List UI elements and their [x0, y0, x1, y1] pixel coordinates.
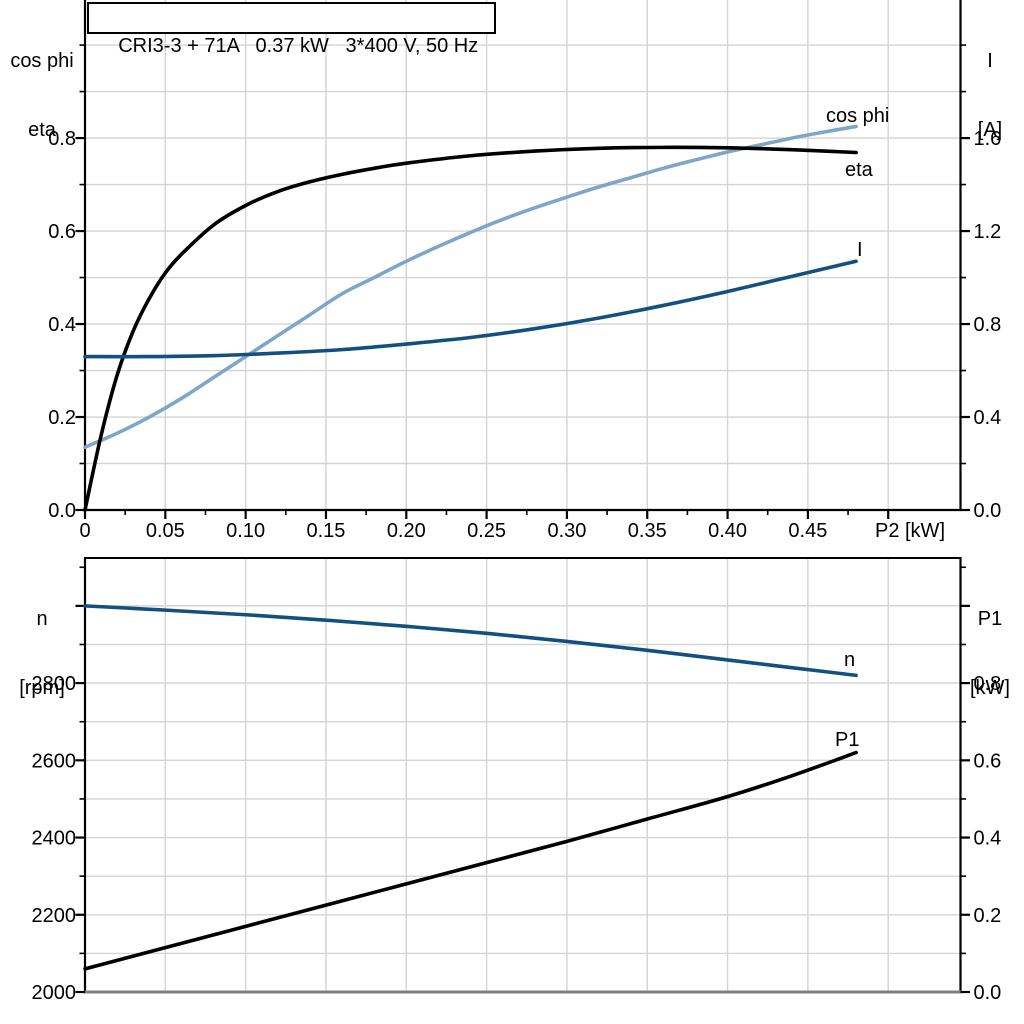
x-tick-label: 0.40 — [708, 520, 747, 542]
axis-label-current-unit: [A] — [977, 119, 1003, 141]
y-left-tick-label: 0.0 — [48, 500, 76, 522]
y-left-tick-label: 2400 — [32, 828, 77, 850]
curve-label-P1: P1 — [835, 729, 859, 751]
y-right-tick-label: 0.8 — [974, 673, 1002, 695]
y-right-tick-label: 0.4 — [974, 828, 1002, 850]
curve-P1 — [83, 750, 858, 971]
bottom-left-axis-header: n [rpm] — [2, 562, 82, 746]
bottom-right-axis-header: P1 [kW] — [958, 562, 1022, 746]
axis-label-eta: eta — [28, 119, 56, 141]
x-tick-label: 0.25 — [467, 520, 506, 542]
curve-n — [83, 604, 858, 678]
y-left-tick-label: 2800 — [32, 673, 77, 695]
curve-label-cos-phi: cos phi — [826, 105, 889, 127]
axis-label-current: I — [987, 50, 993, 72]
y-left-tick-label: 2200 — [32, 905, 77, 927]
y-left-tick-label: 0.2 — [48, 407, 76, 429]
curve-I — [83, 259, 858, 359]
x-tick-label: 0.35 — [628, 520, 667, 542]
top-right-axis-header: I [A] — [960, 4, 1020, 188]
y-right-tick-label: 1.2 — [974, 221, 1002, 243]
y-left-tick-label: 2000 — [32, 982, 77, 1004]
x-tick-label: 0.45 — [788, 520, 827, 542]
curve-label-eta: eta — [845, 159, 874, 181]
y-left-tick-label: 0.6 — [48, 221, 76, 243]
x-tick-label: 0.20 — [387, 520, 426, 542]
curve-label-n: n — [844, 649, 855, 671]
y-right-tick-label: 0.0 — [974, 982, 1002, 1004]
x-tick-label: 0.05 — [146, 520, 185, 542]
x-tick-label: 0.10 — [226, 520, 265, 542]
chart-title-box: CRI3-3 + 71A 0.37 kW 3*400 V, 50 Hz — [87, 2, 496, 57]
y-right-tick-label: 0.4 — [974, 407, 1002, 429]
y-right-tick-label: 0.2 — [974, 905, 1002, 927]
y-left-tick-label: 2600 — [32, 750, 77, 772]
curve-cos-phi — [83, 124, 858, 450]
x-tick-label: 0.15 — [306, 520, 345, 542]
y-right-tick-label: 0.8 — [974, 314, 1002, 336]
y-right-tick-label: 0.6 — [974, 750, 1002, 772]
axis-label-cosphi: cos phi — [10, 50, 74, 72]
curve-eta — [83, 145, 858, 512]
axis-label-speed-unit: [rpm] — [19, 677, 65, 699]
y-right-tick-label: 0.0 — [974, 500, 1002, 522]
y-left-tick-label: 0.4 — [48, 314, 76, 336]
curve-label-I: I — [857, 239, 863, 261]
axis-label-p1: P1 — [977, 608, 1003, 630]
y-left-tick-label: 0.8 — [48, 128, 76, 150]
x-tick-label: 0.30 — [547, 520, 586, 542]
axis-label-speed: n — [36, 608, 48, 630]
y-right-tick-label: 1.6 — [974, 128, 1002, 150]
x-tick-label: 0 — [79, 520, 90, 542]
axis-label-p1-unit: [kW] — [970, 677, 1010, 699]
x-axis-title: P2 [kW] — [875, 520, 945, 542]
chart-title: CRI3-3 + 71A 0.37 kW 3*400 V, 50 Hz — [118, 35, 479, 57]
top-left-axis-header: cos phi eta — [2, 4, 82, 188]
